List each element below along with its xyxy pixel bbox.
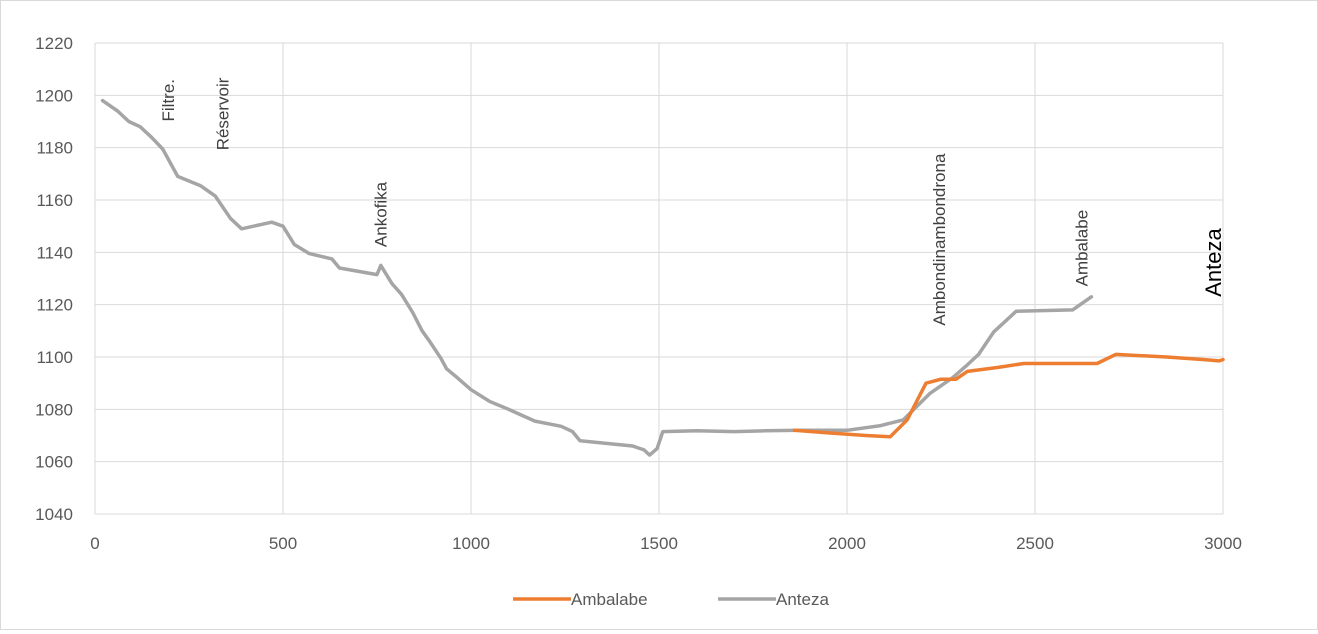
legend: Ambalabe Anteza [513,590,829,609]
y-tick-label: 1120 [36,296,73,315]
y-tick-label: 1040 [35,505,73,524]
x-tick-label: 0 [90,534,99,553]
y-tick-label: 1180 [36,139,73,158]
annotation-label: Ambalabe [1073,210,1092,287]
annotation-label: Filtre. [159,79,178,122]
annotation-label: Anteza [1201,228,1226,297]
grid-lines [94,42,1224,515]
series-line-anteza [100,98,1094,457]
legend-label-ambalabe: Ambalabe [571,590,648,609]
annotation-label: Ankofika [371,181,390,247]
x-tick-label: 2000 [828,534,866,553]
x-tick-label: 3000 [1204,534,1242,553]
x-tick-label: 2500 [1016,534,1054,553]
y-tick-label: 1080 [35,400,73,419]
legend-label-anteza: Anteza [776,590,829,609]
annotation-label: Réservoir [214,77,233,150]
y-tick-label: 1100 [36,348,73,367]
x-tick-label: 1000 [452,534,490,553]
y-tick-label: 1060 [35,453,73,472]
annotations: Filtre. Réservoir Ankofika Ambondinambondro… [159,77,1226,325]
y-tick-label: 1140 [36,243,73,262]
series-line-ambalabe [792,352,1225,439]
annotation-label: Ambondinambondrona [930,153,949,326]
y-tick-label: 1220 [35,34,73,53]
x-tick-label: 500 [269,534,297,553]
y-tick-label: 1160 [36,191,73,210]
y-tick-label: 1200 [35,86,73,105]
x-tick-label: 1500 [640,534,678,553]
axis-labels: 1040 1060 1080 1100 1120 1140 1160 1180 1200 1220… [35,34,1242,553]
series-lines [100,98,1225,457]
